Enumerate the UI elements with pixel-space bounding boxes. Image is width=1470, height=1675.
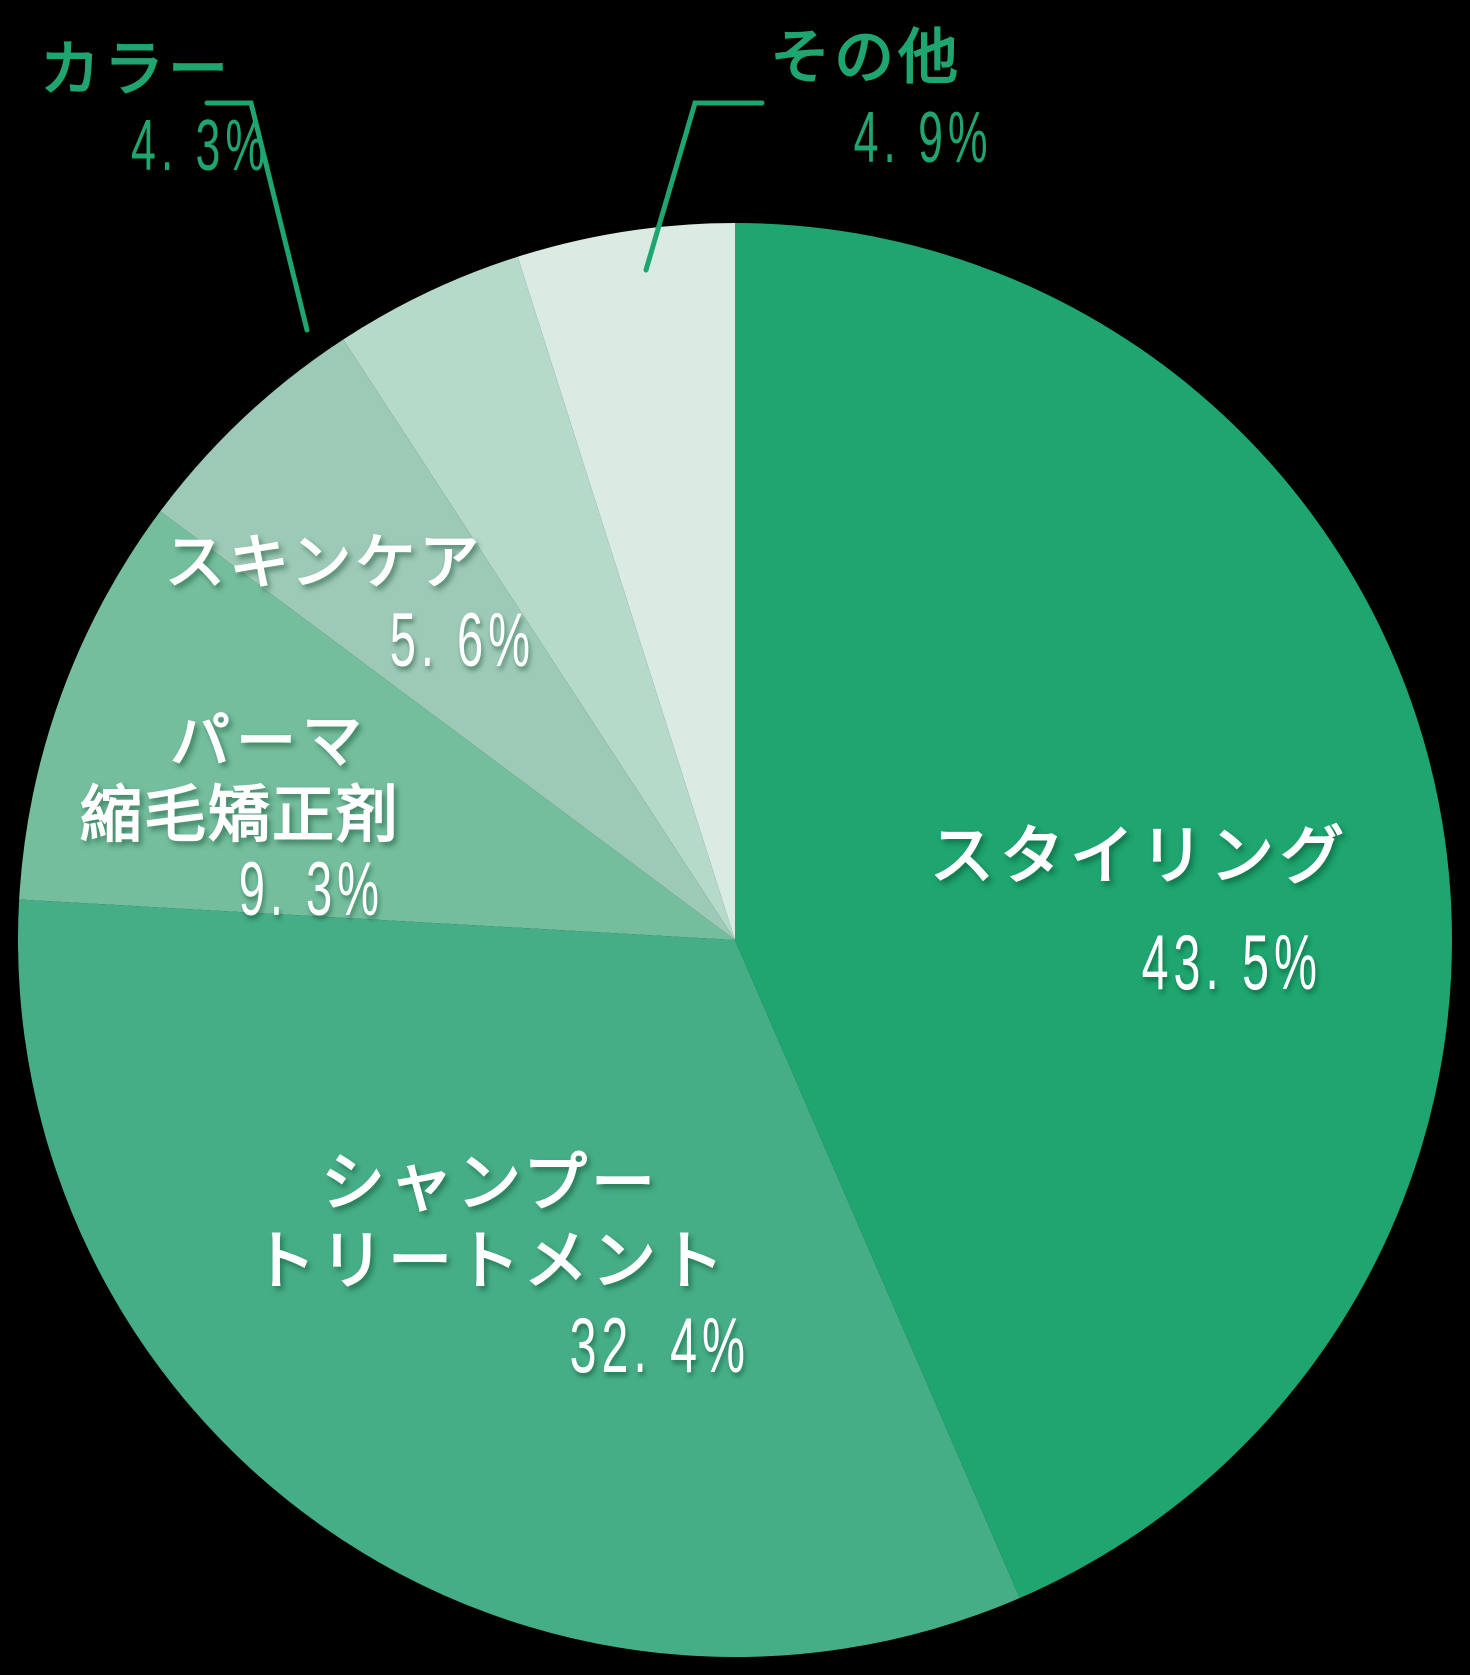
pie-slice bbox=[517, 223, 735, 940]
pie-slice bbox=[160, 339, 735, 940]
label-shampoo: シャンプー トリートメント 32. 4% bbox=[210, 1152, 770, 1384]
label-color-name: カラー bbox=[40, 35, 232, 105]
label-shampoo-line2: トリートメント bbox=[252, 1225, 728, 1299]
label-other: その他 4. 9% bbox=[770, 28, 1010, 174]
label-other-pct: 4. 9% bbox=[853, 98, 993, 178]
leader-line-color bbox=[204, 100, 310, 333]
label-perm-line1: パーマ bbox=[170, 707, 368, 777]
label-skincare-name: スキンケア bbox=[165, 528, 484, 598]
label-skincare-pct: 5. 6% bbox=[389, 598, 535, 683]
label-color: カラー 4. 3% bbox=[40, 40, 280, 182]
pie-slice bbox=[19, 511, 735, 940]
label-shampoo-line1: シャンプー bbox=[320, 1147, 660, 1221]
label-styling: スタイリング 43. 5% bbox=[890, 825, 1350, 1001]
pie-slice bbox=[343, 256, 735, 940]
pie-slice bbox=[18, 899, 1020, 1657]
label-perm-line2: 縮毛矯正剤 bbox=[80, 778, 401, 851]
label-color-pct: 4. 3% bbox=[131, 106, 270, 186]
label-perm: パーマ 縮毛矯正剤 9. 3% bbox=[80, 712, 460, 928]
pie-slice bbox=[735, 223, 1452, 1599]
label-styling-pct: 43. 5% bbox=[1141, 918, 1322, 1006]
label-styling-name: スタイリング bbox=[930, 820, 1350, 894]
label-skincare: スキンケア 5. 6% bbox=[165, 533, 545, 679]
label-shampoo-pct: 32. 4% bbox=[569, 1301, 750, 1389]
label-other-name: その他 bbox=[770, 23, 962, 93]
leader-lines bbox=[204, 100, 765, 333]
leader-line-other bbox=[643, 100, 765, 273]
pie-slices bbox=[18, 223, 1452, 1657]
label-perm-pct: 9. 3% bbox=[238, 847, 384, 932]
